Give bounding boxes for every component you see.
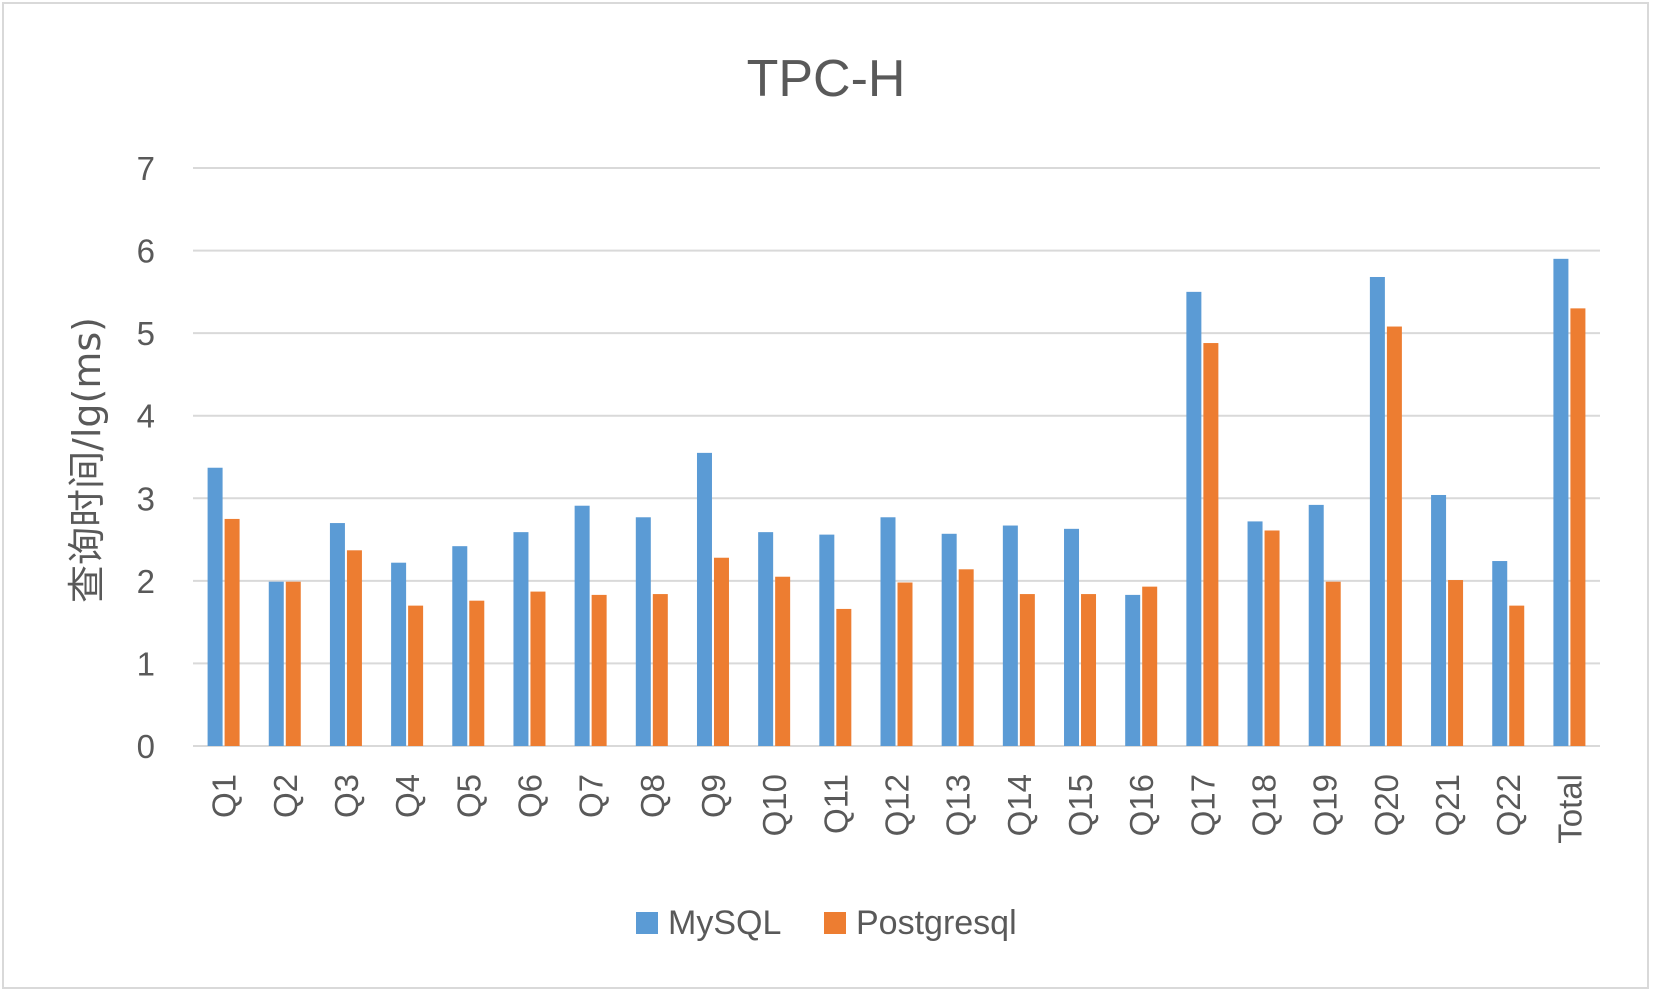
bar-mysql-q3 xyxy=(329,523,345,746)
x-tick-label: Q4 xyxy=(389,774,426,818)
y-tick-label: 7 xyxy=(137,150,155,187)
bar-mysql-q19 xyxy=(1308,504,1324,746)
bar-postgresql-q16 xyxy=(1142,586,1158,746)
bar-postgresql-q4 xyxy=(408,605,424,746)
legend-swatch-postgresql xyxy=(824,912,846,934)
x-tick-label: Q21 xyxy=(1429,774,1466,836)
bar-mysql-q21 xyxy=(1431,494,1447,746)
x-tick-label: Q14 xyxy=(1001,774,1038,836)
bar-mysql-q11 xyxy=(819,534,835,746)
bars xyxy=(207,258,1586,746)
bar-postgresql-q1 xyxy=(224,518,240,746)
x-tick-label: Q2 xyxy=(267,774,304,818)
bar-postgresql-q9 xyxy=(713,557,729,746)
bar-postgresql-q10 xyxy=(775,576,791,746)
bar-mysql-q5 xyxy=(452,546,468,746)
legend-label-postgresql: Postgresql xyxy=(856,904,1017,942)
y-tick-label: 3 xyxy=(137,480,155,517)
bar-mysql-q20 xyxy=(1369,276,1385,746)
bar-postgresql-q13 xyxy=(958,569,974,746)
y-axis-label: 查询时间/lg(ms) xyxy=(65,317,109,603)
bar-postgresql-q20 xyxy=(1386,326,1402,746)
y-tick-label: 2 xyxy=(137,563,155,600)
bar-mysql-q1 xyxy=(207,467,223,746)
x-tick-label: Q5 xyxy=(450,774,487,818)
bar-postgresql-q6 xyxy=(530,591,546,746)
bar-mysql-q18 xyxy=(1247,521,1263,746)
bar-postgresql-q12 xyxy=(897,582,913,746)
y-tick-label: 5 xyxy=(137,315,155,352)
x-tick-label: Q22 xyxy=(1490,774,1527,836)
y-tick-label: 4 xyxy=(137,398,155,435)
bar-mysql-total xyxy=(1553,258,1569,746)
bar-postgresql-q3 xyxy=(346,550,362,746)
bar-postgresql-q22 xyxy=(1509,605,1525,746)
x-tick-label: Q17 xyxy=(1184,774,1221,836)
bar-postgresql-q7 xyxy=(591,594,607,746)
x-tick-label: Q18 xyxy=(1246,774,1283,836)
bar-mysql-q13 xyxy=(941,533,957,746)
x-tick-label: Q15 xyxy=(1062,774,1099,836)
x-tick-label: Q20 xyxy=(1368,774,1405,836)
bar-postgresql-q19 xyxy=(1325,581,1341,746)
legend-swatch-mysql xyxy=(636,912,658,934)
x-tick-label: Q7 xyxy=(573,774,610,818)
x-tick-label: Q11 xyxy=(817,774,854,834)
y-tick-label: 1 xyxy=(137,645,155,682)
bar-mysql-q17 xyxy=(1186,291,1202,746)
x-tick-label: Q1 xyxy=(206,774,243,818)
bar-postgresql-q17 xyxy=(1203,343,1219,746)
x-tick-label: Q13 xyxy=(940,774,977,836)
bar-postgresql-q18 xyxy=(1264,530,1280,746)
x-tick-label: Q9 xyxy=(695,774,732,818)
bar-postgresql-q11 xyxy=(836,608,852,746)
bar-postgresql-q8 xyxy=(652,594,668,746)
bar-mysql-q8 xyxy=(635,517,651,746)
bar-postgresql-q5 xyxy=(469,600,485,746)
y-tick-label: 6 xyxy=(137,233,155,270)
bar-mysql-q4 xyxy=(391,562,407,746)
chart-title: TPC-H xyxy=(747,50,906,108)
bar-postgresql-q14 xyxy=(1019,594,1035,746)
bar-mysql-q22 xyxy=(1492,561,1508,746)
bar-mysql-q9 xyxy=(696,452,712,746)
bar-postgresql-total xyxy=(1570,308,1586,746)
bar-postgresql-q2 xyxy=(285,581,301,746)
bar-mysql-q7 xyxy=(574,505,590,746)
bar-mysql-q6 xyxy=(513,532,529,746)
bar-mysql-q14 xyxy=(1002,525,1018,746)
bar-postgresql-q21 xyxy=(1448,580,1464,746)
x-tick-label: Q12 xyxy=(879,774,916,836)
bar-postgresql-q15 xyxy=(1081,594,1097,746)
legend-label-mysql: MySQL xyxy=(668,904,781,942)
bar-mysql-q2 xyxy=(268,581,284,746)
y-axis-ticks: 0 1 2 3 4 5 6 7 xyxy=(137,150,155,765)
x-tick-label: Q10 xyxy=(756,774,793,836)
x-tick-label: Q6 xyxy=(511,774,548,818)
legend: MySQL Postgresql xyxy=(636,904,1017,942)
y-tick-label: 0 xyxy=(137,728,155,765)
bar-mysql-q10 xyxy=(758,532,774,746)
bar-mysql-q16 xyxy=(1125,594,1141,746)
x-tick-label: Total xyxy=(1551,774,1588,844)
x-tick-label: Q8 xyxy=(634,774,671,818)
bar-mysql-q12 xyxy=(880,517,896,746)
gridlines xyxy=(193,167,1600,747)
x-tick-label: Q19 xyxy=(1307,774,1344,836)
x-axis-ticks: Q1 Q2 Q3 Q4 Q5 Q6 Q7 Q8 Q9 Q10 Q11 Q12 Q13 Q14 Q15 Q16 Q… xyxy=(206,774,1589,844)
x-tick-label: Q16 xyxy=(1123,774,1160,836)
bar-mysql-q15 xyxy=(1064,528,1080,746)
x-tick-label: Q3 xyxy=(328,774,365,818)
